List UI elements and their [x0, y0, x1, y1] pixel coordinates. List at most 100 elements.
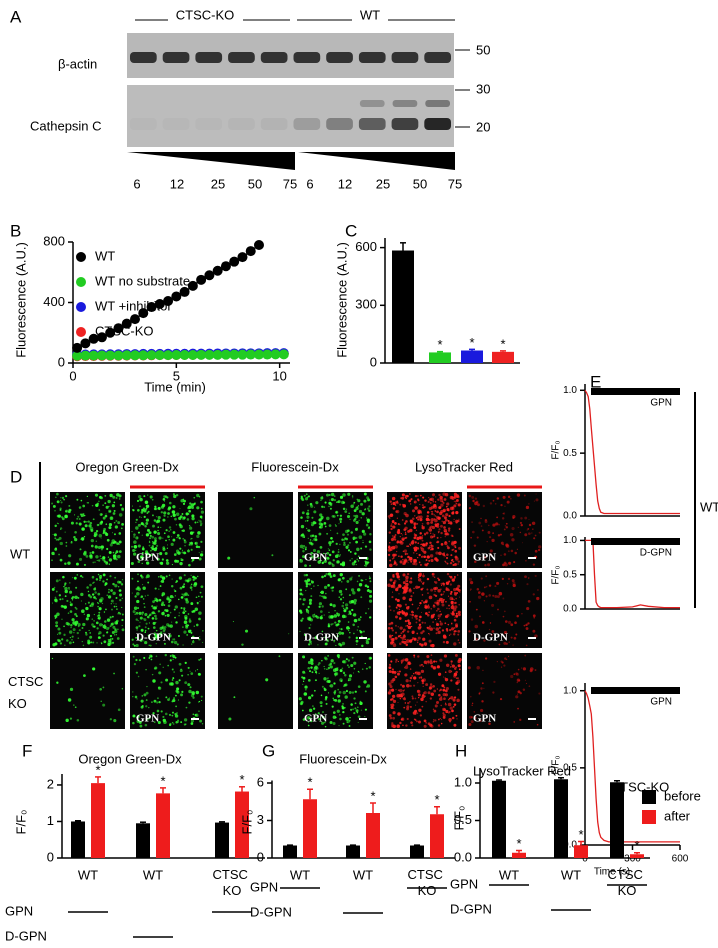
speckle: [53, 533, 57, 537]
speckle: [396, 603, 400, 607]
speckle: [345, 508, 348, 510]
speckle: [67, 612, 70, 614]
speckle: [484, 518, 488, 522]
speckle: [186, 579, 189, 582]
speckle: [179, 507, 181, 509]
speckle: [175, 580, 179, 583]
speckle: [452, 563, 455, 567]
speckle: [172, 658, 174, 661]
speckle: [171, 714, 174, 717]
speckle: [354, 702, 357, 705]
speckle: [489, 622, 492, 624]
speckle: [178, 576, 183, 580]
speckle: [529, 669, 533, 673]
x-axis-label: Time (min): [144, 379, 206, 394]
speckle: [162, 547, 166, 551]
speckle: [500, 554, 502, 556]
speckle: [339, 514, 343, 517]
speckle: [132, 714, 136, 718]
speckle: [453, 496, 455, 499]
speckle: [524, 654, 527, 657]
speckle: [391, 670, 395, 674]
speckle: [148, 617, 150, 619]
dose-label: 12: [170, 176, 184, 191]
speckle: [328, 561, 332, 565]
speckle: [457, 610, 461, 614]
speckle: [143, 602, 145, 605]
speckle: [345, 545, 349, 549]
speckle: [414, 697, 417, 700]
speckle: [159, 575, 163, 578]
speckle: [307, 495, 310, 498]
speckle: [106, 538, 110, 542]
speckle: [426, 577, 430, 581]
speckle: [432, 621, 434, 623]
speckle: [160, 603, 164, 607]
speckle: [135, 636, 137, 639]
speckle: [443, 552, 445, 554]
speckle: [131, 505, 134, 507]
speckle: [359, 616, 362, 618]
speckle: [135, 716, 138, 719]
panel-letter: H: [455, 741, 467, 760]
speckle: [305, 590, 307, 592]
speckle: [445, 687, 449, 691]
speckle: [159, 552, 163, 556]
speckle: [151, 498, 154, 501]
speckle: [447, 520, 450, 523]
speckle: [427, 547, 431, 550]
speckle: [98, 618, 101, 621]
speckle: [395, 615, 398, 619]
speckle: [328, 611, 330, 614]
speckle: [338, 596, 340, 598]
speckle: [140, 511, 144, 514]
speckle: [306, 529, 308, 531]
speckle: [423, 555, 427, 559]
speckle: [351, 558, 353, 560]
speckle: [99, 576, 102, 580]
speckle: [139, 616, 143, 620]
speckle: [198, 617, 201, 621]
speckle: [430, 588, 434, 592]
speckle: [191, 640, 195, 644]
speckle: [94, 561, 96, 563]
speckle: [202, 630, 204, 632]
speckle: [95, 533, 98, 536]
speckle: [116, 493, 120, 497]
speckle: [476, 588, 480, 591]
band: [260, 118, 288, 130]
speckle: [507, 495, 511, 499]
speckle: [85, 631, 87, 634]
speckle: [392, 711, 396, 715]
speckle: [404, 533, 407, 536]
speckle: [415, 713, 417, 715]
speckle: [187, 613, 190, 615]
speckle: [63, 605, 67, 609]
speckle: [148, 541, 151, 543]
speckle: [445, 663, 450, 667]
speckle: [406, 705, 410, 709]
speckle: [405, 639, 410, 643]
speckle: [79, 548, 82, 551]
speckle: [339, 598, 343, 601]
speckle: [144, 631, 147, 633]
band: [130, 118, 157, 130]
y-tick-label: 3: [257, 812, 264, 827]
speckle: [411, 611, 413, 613]
speckle: [335, 525, 338, 527]
speckle: [136, 592, 140, 596]
speckle: [194, 607, 199, 611]
speckle: [445, 627, 449, 631]
speckle: [454, 592, 457, 596]
speckle: [531, 532, 533, 534]
treatment-label: D-GPN: [640, 548, 672, 559]
speckle: [474, 716, 477, 720]
speckle: [81, 537, 85, 541]
band: [391, 118, 419, 130]
speckle: [411, 617, 413, 619]
speckle: [403, 549, 408, 553]
band: [163, 118, 190, 130]
speckle: [113, 602, 115, 604]
speckle: [310, 588, 312, 590]
speckle: [488, 584, 492, 587]
